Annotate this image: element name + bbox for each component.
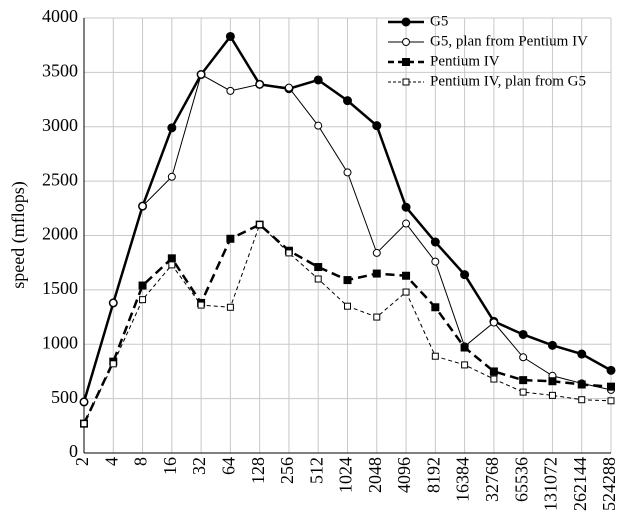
x-tick-label: 524288 [599, 457, 619, 511]
data-point [139, 296, 147, 304]
x-tick-label: 32768 [482, 457, 502, 502]
x-tick-label: 4096 [394, 457, 414, 493]
data-point [313, 75, 323, 85]
x-tick-label: 8 [131, 457, 151, 466]
data-point [80, 397, 88, 406]
data-point [256, 221, 264, 229]
legend-marker [402, 38, 410, 46]
y-tick-label: 0 [69, 441, 78, 461]
data-point [401, 202, 411, 212]
data-point [344, 302, 351, 310]
legend-label: G5 [430, 13, 448, 29]
data-point [225, 31, 235, 41]
x-tick-label: 262144 [570, 457, 590, 511]
legend-label: G5, plan from Pentium IV [430, 33, 588, 49]
data-point [226, 86, 235, 95]
data-point [606, 365, 616, 375]
x-tick-label: 32 [189, 457, 209, 475]
x-tick-label: 64 [219, 457, 239, 475]
data-point [343, 96, 352, 106]
data-point [314, 121, 323, 130]
data-point [226, 234, 235, 243]
legend-marker [402, 58, 410, 66]
legend-label: Pentium IV, plan from G5 [430, 73, 586, 89]
x-tick-label: 512 [306, 457, 326, 484]
data-point [519, 376, 528, 385]
legend-label: Pentium IV [430, 53, 500, 69]
x-tick-label: 128 [248, 457, 268, 484]
data-point [314, 263, 323, 272]
data-point [607, 382, 615, 391]
data-point [460, 343, 469, 352]
data-point [577, 349, 587, 359]
x-tick-label: 16 [160, 457, 180, 475]
data-point [402, 288, 410, 296]
data-point [402, 219, 411, 228]
data-point [519, 388, 527, 396]
data-point [138, 281, 147, 290]
y-tick-label: 1500 [42, 278, 78, 298]
y-tick-label: 2500 [42, 169, 78, 189]
data-point [197, 301, 205, 309]
x-tick-label: 256 [277, 457, 297, 484]
data-point [518, 329, 528, 339]
y-tick-label: 500 [51, 387, 78, 407]
data-point [255, 80, 264, 89]
data-point [197, 70, 206, 79]
y-axis-label: speed (mflops) [8, 181, 29, 288]
x-tick-label: 131072 [541, 457, 561, 511]
data-point [167, 254, 176, 263]
data-point [138, 202, 147, 211]
data-point [489, 367, 498, 376]
x-tick-label: 4 [101, 457, 121, 466]
data-point [314, 275, 322, 283]
y-tick-label: 3000 [42, 115, 78, 135]
data-point [519, 353, 528, 362]
data-point [373, 313, 381, 321]
data-point [607, 397, 615, 405]
x-tick-label: 2 [72, 457, 92, 466]
data-point [460, 270, 470, 280]
data-point [372, 121, 382, 131]
data-point [285, 249, 293, 257]
y-tick-label: 4000 [42, 6, 78, 26]
x-tick-label: 2048 [365, 457, 385, 493]
data-point [80, 420, 88, 428]
data-point [490, 375, 498, 383]
data-point [343, 276, 352, 285]
data-point [461, 361, 469, 369]
data-point [431, 352, 439, 360]
data-point [430, 237, 440, 247]
data-point [167, 172, 176, 181]
data-point [489, 318, 498, 327]
data-point [548, 377, 557, 386]
data-point [548, 391, 556, 399]
x-tick-label: 8192 [423, 457, 443, 493]
x-tick-label: 65536 [511, 457, 531, 502]
data-point [168, 261, 176, 269]
data-point [372, 248, 381, 257]
x-tick-label: 16384 [453, 457, 473, 502]
data-point [284, 83, 293, 92]
data-point [431, 257, 440, 266]
y-tick-label: 2000 [42, 224, 78, 244]
y-tick-label: 1000 [42, 332, 78, 352]
data-point [402, 271, 411, 280]
data-point [343, 168, 352, 177]
x-tick-label: 1024 [336, 457, 356, 493]
data-point [547, 340, 557, 350]
y-tick-label: 3500 [42, 61, 78, 81]
data-point [578, 396, 586, 404]
data-point [226, 303, 234, 311]
data-point [109, 360, 117, 368]
data-point [109, 298, 118, 307]
data-point [431, 303, 440, 312]
data-point [167, 123, 177, 133]
data-point [577, 380, 586, 389]
legend-marker [401, 17, 411, 27]
legend-marker [402, 78, 410, 86]
data-point [372, 269, 381, 278]
